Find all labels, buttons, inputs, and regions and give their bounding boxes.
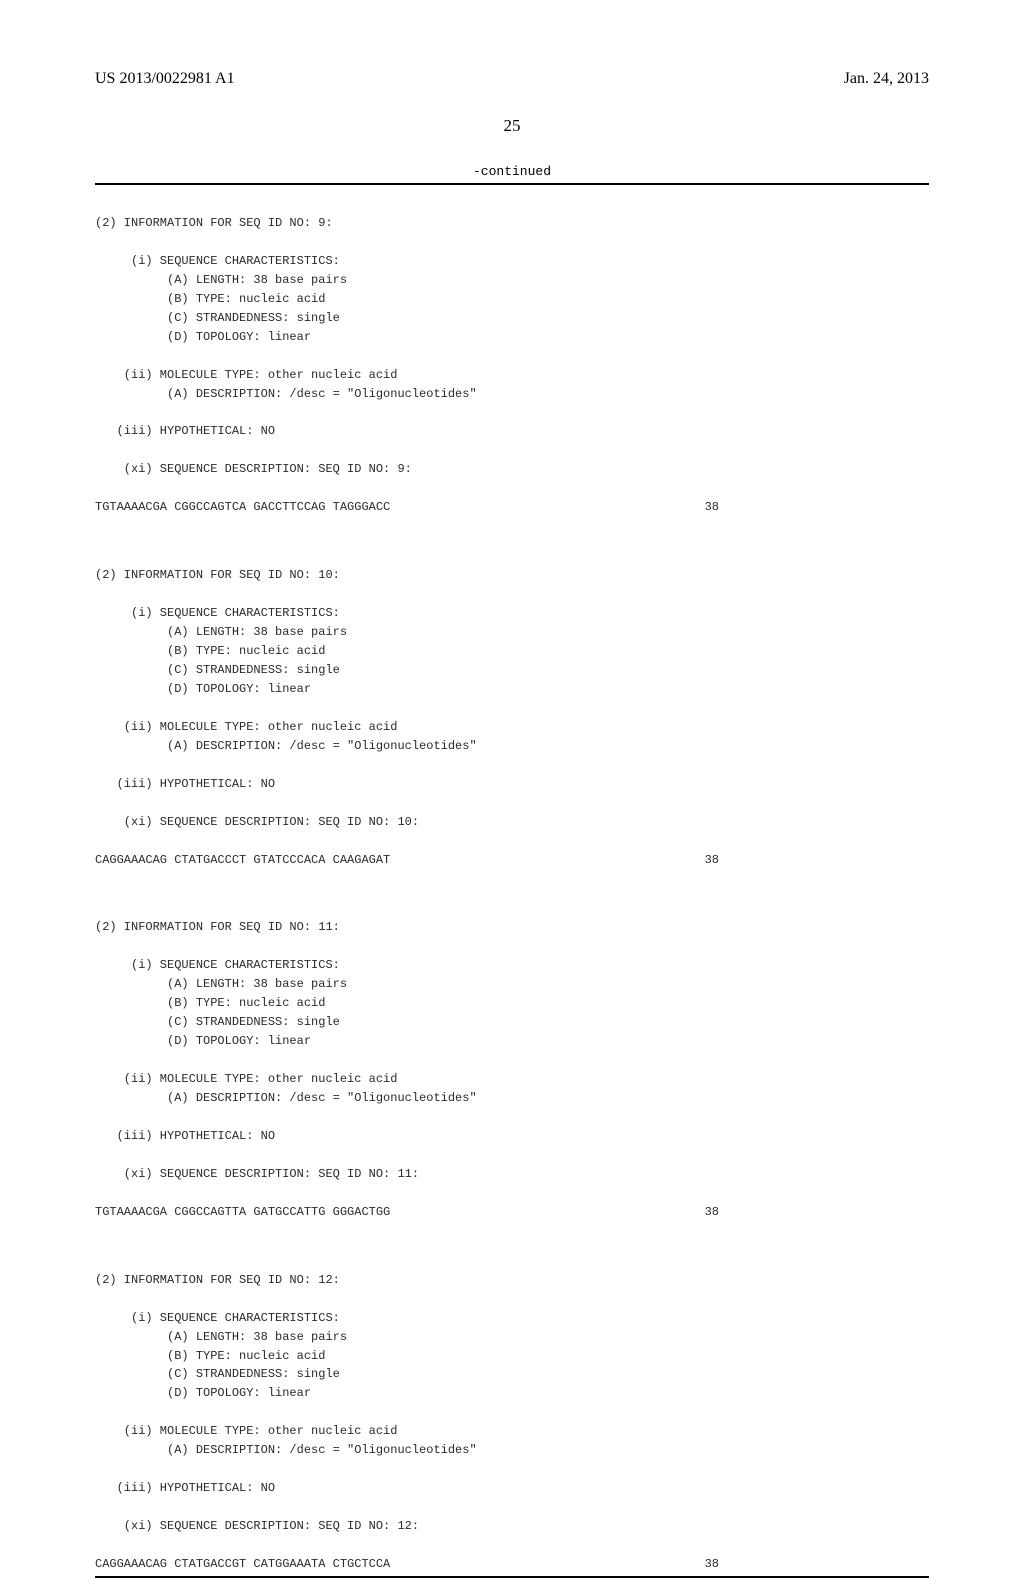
seq-block-12: (2) INFORMATION FOR SEQ ID NO: 12: (i) S… <box>95 1252 929 1536</box>
page-header: US 2013/0022981 A1 Jan. 24, 2013 <box>95 70 929 88</box>
seq-desc-line: (xi) SEQUENCE DESCRIPTION: SEQ ID NO: 11… <box>95 1167 419 1181</box>
seq-desc-line: (xi) SEQUENCE DESCRIPTION: SEQ ID NO: 12… <box>95 1519 419 1533</box>
topology-line: (D) TOPOLOGY: linear <box>95 330 311 344</box>
desc-line: (A) DESCRIPTION: /desc = "Oligonucleotid… <box>95 1091 477 1105</box>
spacer <box>95 832 929 851</box>
publication-date: Jan. 24, 2013 <box>844 70 929 88</box>
page-number: 25 <box>95 116 929 136</box>
length-line: (A) LENGTH: 38 base pairs <box>95 1330 347 1344</box>
length-line: (A) LENGTH: 38 base pairs <box>95 625 347 639</box>
topology-line: (D) TOPOLOGY: linear <box>95 1386 311 1400</box>
spacer <box>95 1222 929 1252</box>
type-line: (B) TYPE: nucleic acid <box>95 1349 325 1363</box>
type-line: (B) TYPE: nucleic acid <box>95 292 325 306</box>
moltype-line: (ii) MOLECULE TYPE: other nucleic acid <box>95 368 397 382</box>
seq-block-10: (2) INFORMATION FOR SEQ ID NO: 10: (i) S… <box>95 547 929 831</box>
info-header: (2) INFORMATION FOR SEQ ID NO: 10: <box>95 568 340 582</box>
topology-line: (D) TOPOLOGY: linear <box>95 682 311 696</box>
sequence-row-10: CAGGAAACAG CTATGACCCT GTATCCCACA CAAGAGA… <box>95 851 929 870</box>
info-header: (2) INFORMATION FOR SEQ ID NO: 9: <box>95 216 333 230</box>
publication-number: US 2013/0022981 A1 <box>95 70 235 88</box>
sequence-length: 38 <box>705 1203 929 1222</box>
length-line: (A) LENGTH: 38 base pairs <box>95 977 347 991</box>
desc-line: (A) DESCRIPTION: /desc = "Oligonucleotid… <box>95 1443 477 1457</box>
char-header: (i) SEQUENCE CHARACTERISTICS: <box>95 254 340 268</box>
sequence-text: TGTAAAACGA CGGCCAGTTA GATGCCATTG GGGACTG… <box>95 1203 390 1222</box>
seq-desc-line: (xi) SEQUENCE DESCRIPTION: SEQ ID NO: 9: <box>95 462 412 476</box>
sequence-text: CAGGAAACAG CTATGACCCT GTATCCCACA CAAGAGA… <box>95 851 390 870</box>
hypothetical-line: (iii) HYPOTHETICAL: NO <box>95 424 275 438</box>
moltype-line: (ii) MOLECULE TYPE: other nucleic acid <box>95 720 397 734</box>
spacer <box>95 479 929 498</box>
patent-page: US 2013/0022981 A1 Jan. 24, 2013 25 -con… <box>0 0 1024 1320</box>
desc-line: (A) DESCRIPTION: /desc = "Oligonucleotid… <box>95 387 477 401</box>
moltype-line: (ii) MOLECULE TYPE: other nucleic acid <box>95 1072 397 1086</box>
strand-line: (C) STRANDEDNESS: single <box>95 1015 340 1029</box>
seq-desc-line: (xi) SEQUENCE DESCRIPTION: SEQ ID NO: 10… <box>95 815 419 829</box>
sequence-row-12: CAGGAAACAG CTATGACCGT CATGGAAATA CTGCTCC… <box>95 1555 929 1574</box>
sequence-length: 38 <box>705 851 929 870</box>
length-line: (A) LENGTH: 38 base pairs <box>95 273 347 287</box>
topology-line: (D) TOPOLOGY: linear <box>95 1034 311 1048</box>
char-header: (i) SEQUENCE CHARACTERISTICS: <box>95 958 340 972</box>
top-rule <box>95 183 929 185</box>
info-header: (2) INFORMATION FOR SEQ ID NO: 12: <box>95 1273 340 1287</box>
sequence-text: CAGGAAACAG CTATGACCGT CATGGAAATA CTGCTCC… <box>95 1555 390 1574</box>
char-header: (i) SEQUENCE CHARACTERISTICS: <box>95 606 340 620</box>
info-header: (2) INFORMATION FOR SEQ ID NO: 11: <box>95 920 340 934</box>
spacer <box>95 870 929 900</box>
continued-label: -continued <box>95 164 929 179</box>
seq-block-11: (2) INFORMATION FOR SEQ ID NO: 11: (i) S… <box>95 900 929 1184</box>
sequence-length: 38 <box>705 1555 929 1574</box>
strand-line: (C) STRANDEDNESS: single <box>95 1367 340 1381</box>
hypothetical-line: (iii) HYPOTHETICAL: NO <box>95 1129 275 1143</box>
hypothetical-line: (iii) HYPOTHETICAL: NO <box>95 1481 275 1495</box>
sequence-text: TGTAAAACGA CGGCCAGTCA GACCTTCCAG TAGGGAC… <box>95 498 390 517</box>
spacer <box>95 517 929 547</box>
sequence-length: 38 <box>705 498 929 517</box>
strand-line: (C) STRANDEDNESS: single <box>95 311 340 325</box>
moltype-line: (ii) MOLECULE TYPE: other nucleic acid <box>95 1424 397 1438</box>
seq-block-9: (2) INFORMATION FOR SEQ ID NO: 9: (i) SE… <box>95 195 929 479</box>
spacer <box>95 1536 929 1555</box>
hypothetical-line: (iii) HYPOTHETICAL: NO <box>95 777 275 791</box>
type-line: (B) TYPE: nucleic acid <box>95 644 325 658</box>
spacer <box>95 1184 929 1203</box>
strand-line: (C) STRANDEDNESS: single <box>95 663 340 677</box>
char-header: (i) SEQUENCE CHARACTERISTICS: <box>95 1311 340 1325</box>
type-line: (B) TYPE: nucleic acid <box>95 996 325 1010</box>
desc-line: (A) DESCRIPTION: /desc = "Oligonucleotid… <box>95 739 477 753</box>
sequence-row-9: TGTAAAACGA CGGCCAGTCA GACCTTCCAG TAGGGAC… <box>95 498 929 517</box>
sequence-row-11: TGTAAAACGA CGGCCAGTTA GATGCCATTG GGGACTG… <box>95 1203 929 1222</box>
